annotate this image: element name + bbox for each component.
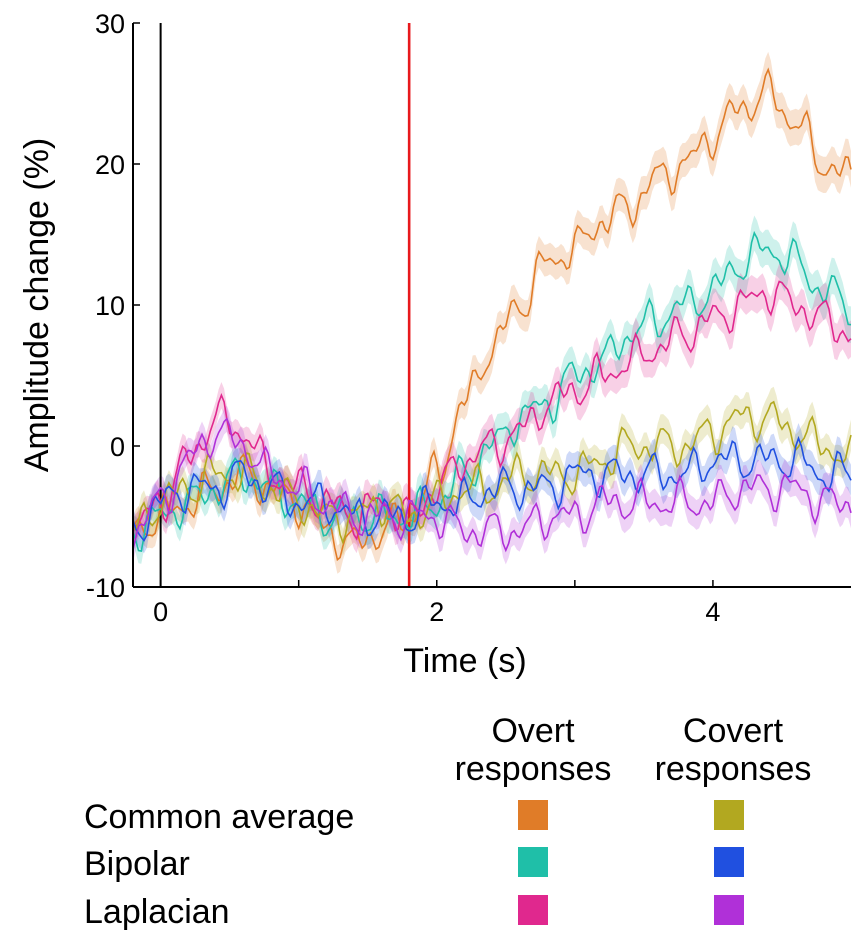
x-axis-title: Time (s)	[403, 642, 526, 680]
legend-row-laplacian: Laplacian	[84, 893, 230, 931]
swatch-common-average-covert	[714, 800, 744, 830]
series-line-4	[132, 400, 852, 545]
band-5	[133, 423, 851, 554]
swatch-bipolar-overt	[518, 847, 548, 877]
band-6	[133, 405, 851, 565]
y-axis-title: Amplitude change (%)	[18, 138, 56, 473]
band-2	[133, 215, 851, 564]
y-tick-label: 0	[110, 432, 125, 462]
legend-col-overt-line2: responses	[454, 750, 612, 788]
swatch-bipolar-covert	[714, 847, 744, 877]
y-tick-label: -10	[86, 573, 125, 603]
legend: Overt responses Covert responses Common …	[0, 700, 856, 939]
legend-col-overt: Overt responses	[438, 712, 628, 788]
legend-col-overt-line1: Overt	[491, 712, 575, 750]
series-lines	[132, 67, 852, 562]
band-3	[133, 263, 851, 554]
y-tick-label: 20	[95, 150, 125, 180]
y-tick-label: 10	[95, 291, 125, 321]
swatch-laplacian-covert	[714, 895, 744, 925]
band-4	[133, 386, 851, 556]
chart-area: -10 0 10 20 30 0 2 4 Time (s) Amplitude change …	[18, 9, 852, 680]
reference-lines	[159, 23, 411, 587]
legend-col-covert-line2: responses	[654, 750, 812, 788]
legend-row-bipolar: Bipolar	[84, 845, 190, 883]
legend-row-common-average: Common average	[84, 798, 355, 836]
x-tick-label: 2	[429, 597, 444, 627]
series-line-6	[132, 417, 852, 553]
x-tick-label: 4	[705, 597, 720, 627]
axes: -10 0 10 20 30 0 2 4	[86, 9, 851, 627]
legend-col-covert: Covert responses	[638, 712, 828, 788]
swatch-laplacian-overt	[518, 895, 548, 925]
series-line-2	[132, 230, 852, 553]
series-line-3	[132, 280, 852, 541]
swatch-common-average-overt	[518, 800, 548, 830]
y-tick-label: 30	[95, 9, 125, 39]
legend-col-covert-line1: Covert	[682, 712, 784, 750]
error-bands	[133, 51, 851, 574]
series-line-5	[132, 435, 852, 542]
x-tick-label: 0	[153, 597, 168, 627]
band-1	[133, 51, 851, 574]
